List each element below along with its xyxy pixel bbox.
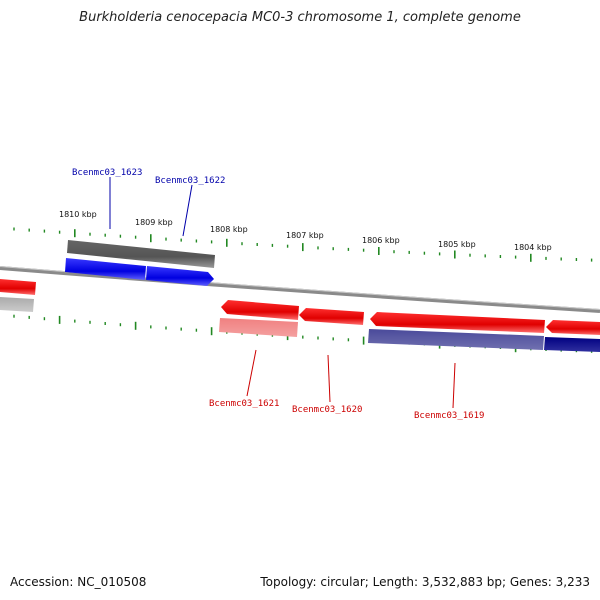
scale-label-1806: 1806 kbp (362, 236, 400, 245)
cds-bcenmc03-1622[interactable] (146, 266, 214, 286)
gene-label-bcenmc03-1620[interactable]: Bcenmc03_1620 (292, 405, 362, 415)
scale-label-1805: 1805 kbp (438, 240, 476, 249)
chromosome-backbone (0, 266, 600, 313)
gene-label-bcenmc03-1621[interactable]: Bcenmc03_1621 (209, 399, 279, 409)
scale-label-1807: 1807 kbp (286, 231, 324, 240)
leader-line-1620 (327, 354, 331, 403)
gene-feature-1621[interactable] (219, 318, 298, 337)
map-title: Burkholderia cenocepacia MC0-3 chromosom… (79, 10, 521, 25)
cds-bcenmc03-1620[interactable] (299, 308, 364, 325)
gene-feature-forward[interactable] (67, 240, 215, 268)
leader-line-1619 (452, 362, 456, 409)
accession-text: Accession: NC_010508 (10, 575, 147, 589)
scale-label-1809: 1809 kbp (135, 218, 173, 227)
scale-label-1808: 1808 kbp (210, 225, 248, 234)
gene-feature-1619[interactable] (368, 329, 544, 350)
cds-bcenmc03-1619[interactable] (370, 312, 545, 333)
scale-label-1804: 1804 kbp (514, 243, 552, 252)
cds-right-edge-reverse[interactable] (546, 320, 600, 335)
cds-bcenmc03-1621[interactable] (221, 300, 299, 320)
genome-summary-text: Topology: circular; Length: 3,532,883 bp… (260, 575, 590, 589)
outer-scale-ticks (13, 227, 593, 262)
leader-line-1622 (182, 184, 193, 237)
gene-label-bcenmc03-1622[interactable]: Bcenmc03_1622 (155, 176, 225, 186)
gene-label-bcenmc03-1619[interactable]: Bcenmc03_1619 (414, 411, 484, 421)
cds-bcenmc03-1623[interactable] (65, 258, 146, 280)
gene-left-edge[interactable] (0, 297, 34, 312)
scale-label-1810: 1810 kbp (59, 210, 97, 219)
leader-line-1621 (246, 349, 257, 397)
gene-feature-right-edge[interactable] (544, 337, 600, 352)
cds-left-edge-reverse[interactable] (0, 279, 36, 295)
gene-label-bcenmc03-1623[interactable]: Bcenmc03_1623 (72, 168, 142, 178)
